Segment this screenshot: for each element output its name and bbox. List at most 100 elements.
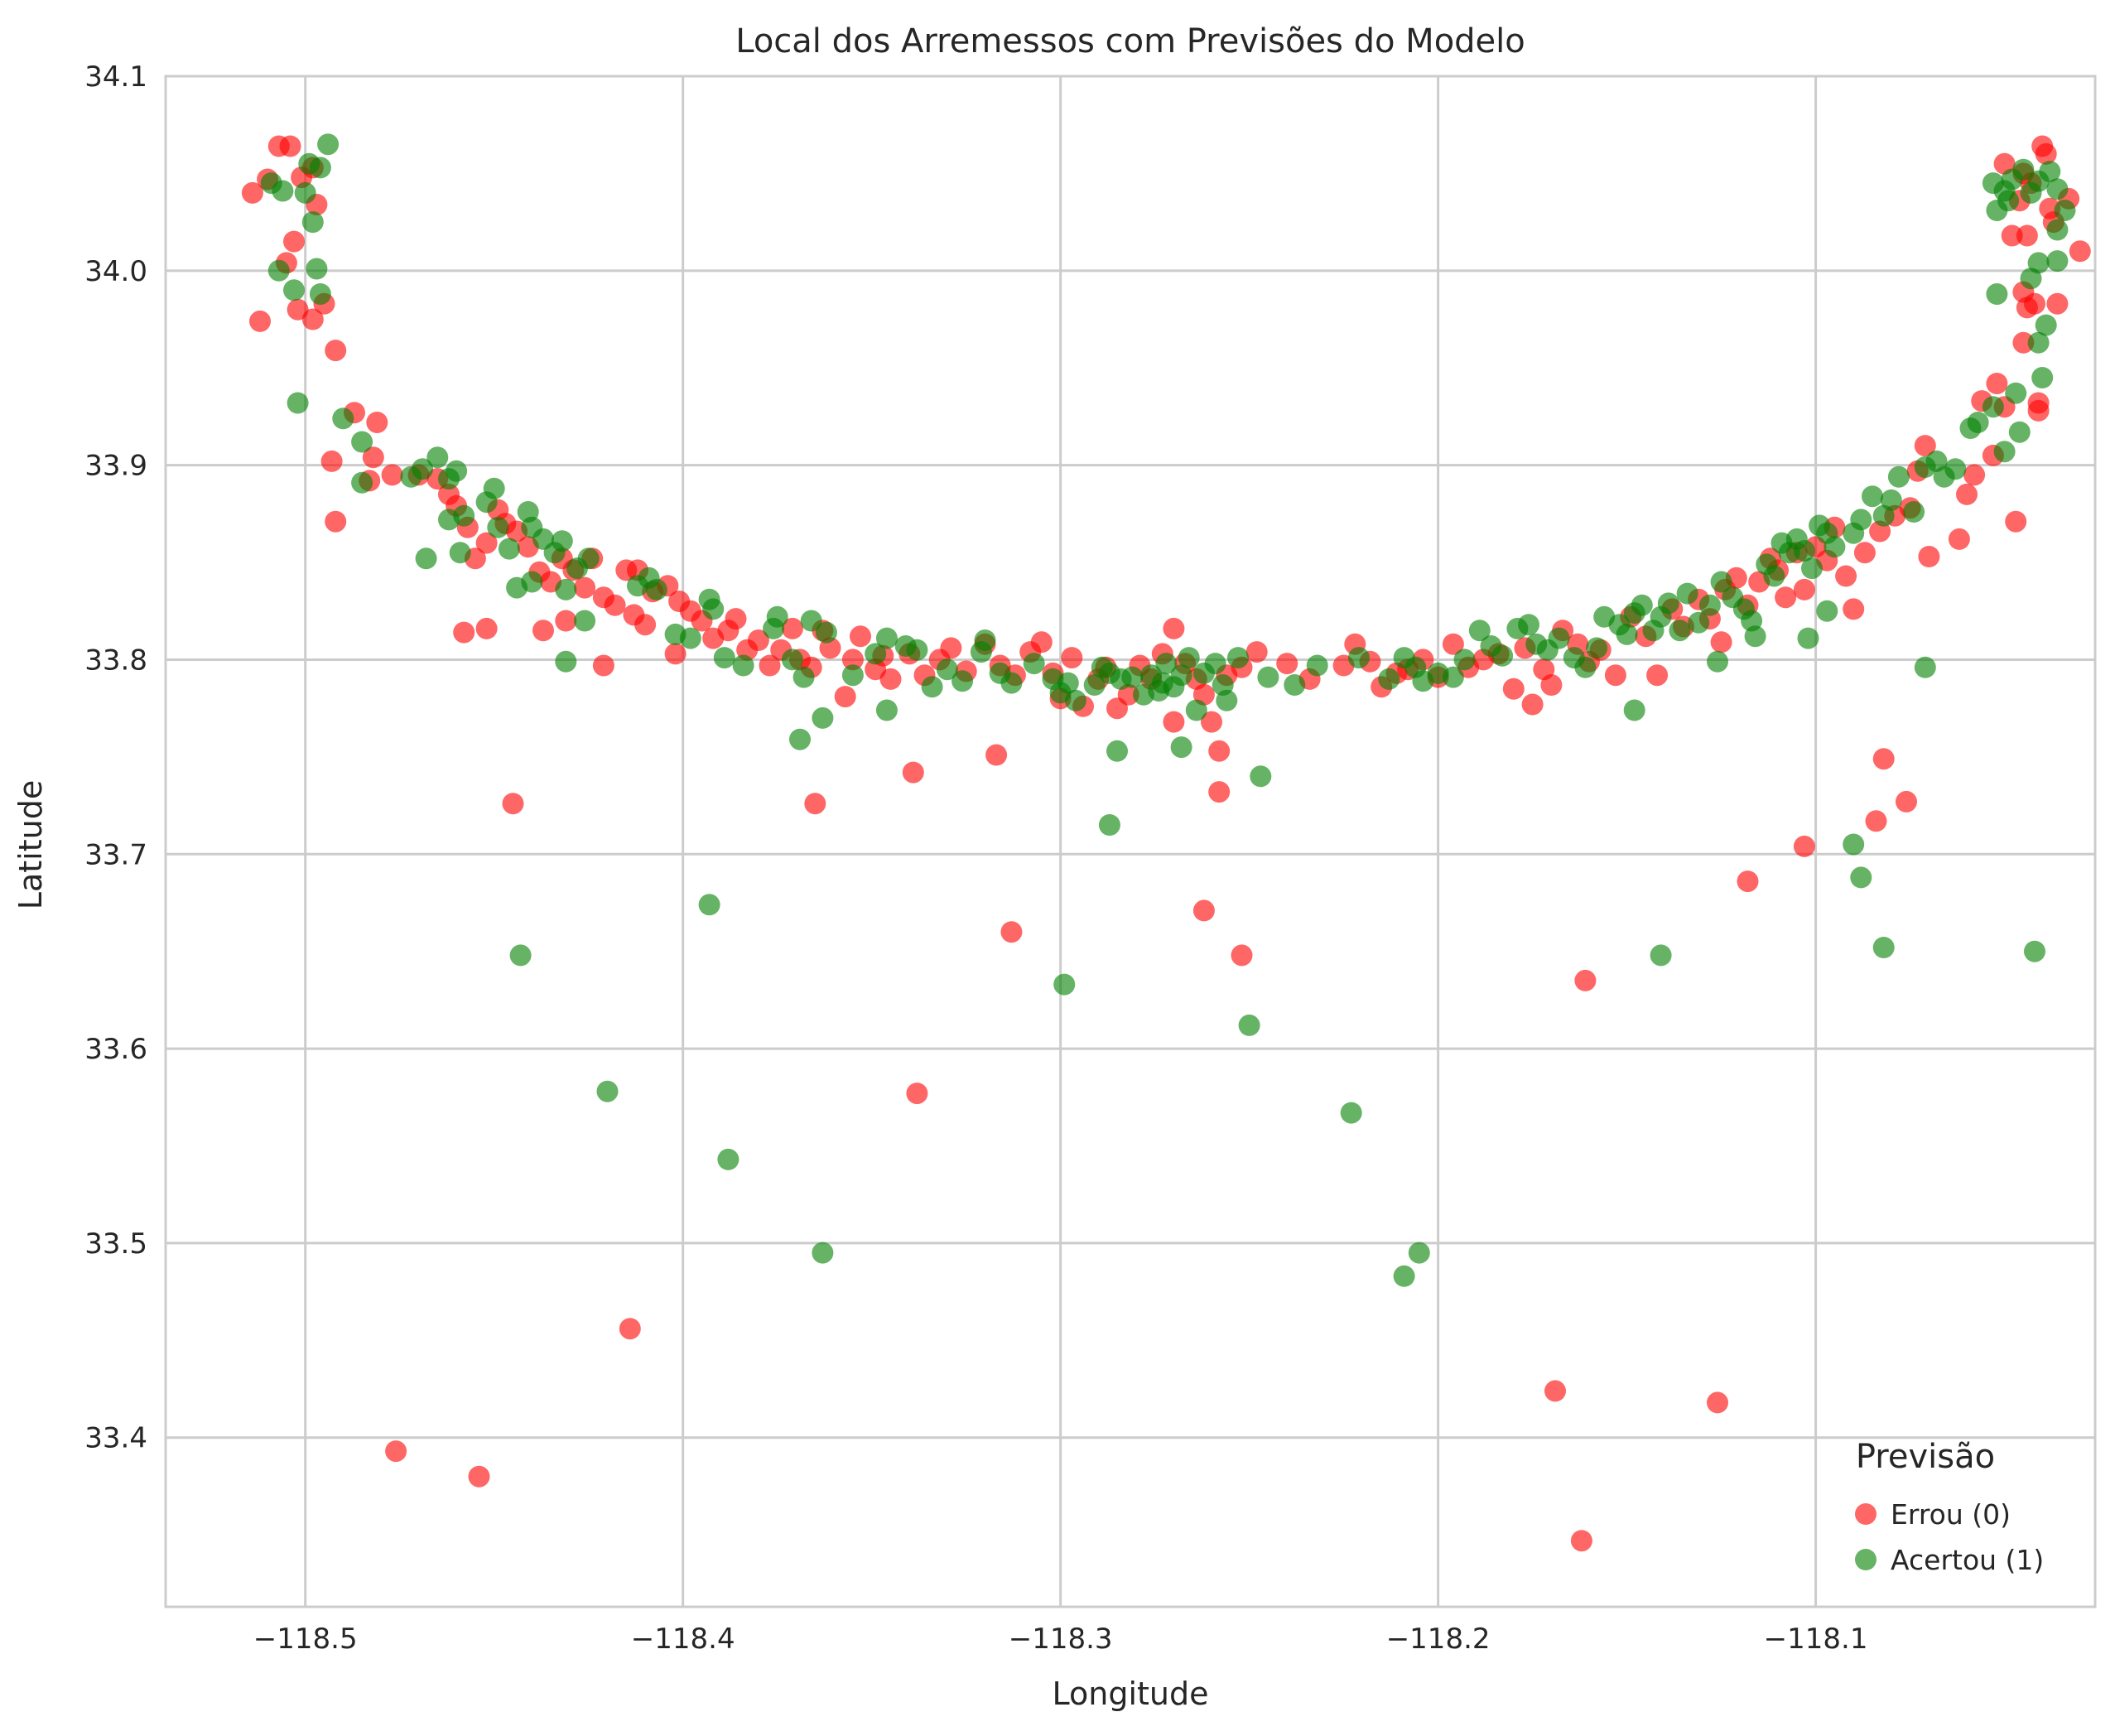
x-tick-label: −118.2 <box>1386 1623 1491 1656</box>
point-acertou <box>717 1148 740 1170</box>
point-acertou <box>698 894 720 916</box>
x-tick-label: −118.1 <box>1764 1623 1868 1656</box>
point-acertou <box>1631 594 1653 616</box>
point-acertou <box>1676 582 1698 605</box>
point-acertou <box>1347 647 1370 669</box>
point-acertou <box>1216 689 1238 711</box>
point-errou <box>2016 224 2038 247</box>
point-errou <box>301 308 324 330</box>
y-tick-label: 33.8 <box>84 644 147 677</box>
point-errou <box>879 668 902 690</box>
point-acertou <box>1098 814 1120 836</box>
point-errou <box>1208 740 1231 762</box>
legend-title: Previsão <box>1856 1438 1995 1476</box>
point-acertou <box>875 699 898 721</box>
point-acertou <box>1121 666 1144 688</box>
point-errou <box>1570 1530 1592 1552</box>
point-acertou <box>1574 656 1597 678</box>
point-acertou <box>1880 489 1902 511</box>
point-errou <box>1201 711 1222 733</box>
point-acertou <box>1816 600 1838 622</box>
point-acertou <box>789 728 811 750</box>
point-acertou <box>1250 765 1272 788</box>
point-errou <box>1208 781 1231 803</box>
point-errou <box>1231 944 1253 967</box>
point-acertou <box>865 643 887 665</box>
point-acertou <box>841 664 864 687</box>
point-errou <box>1030 631 1053 653</box>
point-errou <box>1843 598 1865 620</box>
point-acertou <box>2046 250 2069 272</box>
point-acertou <box>1850 509 1872 531</box>
point-acertou <box>521 571 543 593</box>
point-acertou <box>498 538 520 560</box>
point-acertou <box>1442 666 1464 688</box>
point-acertou <box>1053 973 1076 996</box>
point-errou <box>279 135 301 157</box>
point-errou <box>1707 1391 1728 1414</box>
point-acertou <box>446 460 468 482</box>
point-acertou <box>1083 674 1106 696</box>
point-acertou <box>487 516 509 538</box>
point-errou <box>1604 664 1626 687</box>
point-acertou <box>426 446 449 469</box>
x-axis-label: Longitude <box>1053 1676 1209 1712</box>
point-acertou <box>1793 540 1815 562</box>
point-acertou <box>2046 178 2069 200</box>
point-errou <box>1544 1380 1566 1402</box>
point-acertou <box>1185 699 1207 721</box>
point-acertou <box>287 392 309 414</box>
point-acertou <box>332 407 354 430</box>
point-errou <box>1775 586 1797 609</box>
point-errou <box>1163 711 1185 733</box>
point-errou <box>1896 790 1917 813</box>
point-errou <box>325 340 347 362</box>
point-errou <box>1502 678 1525 700</box>
y-tick-label: 33.6 <box>84 1033 147 1066</box>
point-errou <box>2005 510 2027 533</box>
point-acertou <box>781 649 803 671</box>
point-errou <box>906 1083 928 1105</box>
point-errou <box>320 450 343 472</box>
point-acertou <box>2054 200 2076 221</box>
point-acertou <box>732 654 754 677</box>
point-acertou <box>1669 620 1691 642</box>
point-errou <box>1710 631 1732 653</box>
point-errou <box>2001 224 2023 247</box>
x-tick-label: −118.3 <box>1009 1623 1113 1656</box>
point-acertou <box>800 610 822 632</box>
point-acertou <box>551 530 573 552</box>
point-errou <box>1963 464 1986 486</box>
point-errou <box>1914 435 1936 457</box>
point-acertou <box>713 647 735 669</box>
point-acertou <box>449 542 471 564</box>
point-errou <box>1986 373 2008 394</box>
point-acertou <box>1408 1242 1430 1264</box>
point-acertou <box>921 676 943 698</box>
point-errou <box>1061 647 1083 669</box>
point-errou <box>241 181 263 204</box>
point-errou <box>759 654 781 677</box>
point-errou <box>574 576 596 599</box>
point-acertou <box>1903 501 1925 523</box>
point-errou <box>468 1465 490 1488</box>
point-errou <box>902 761 924 784</box>
point-acertou <box>1763 565 1785 587</box>
point-acertou <box>1993 441 2016 463</box>
point-acertou <box>1967 412 1989 433</box>
legend-marker-acertou <box>1855 1549 1877 1570</box>
point-acertou <box>1824 536 1846 558</box>
point-acertou <box>1340 1102 1362 1124</box>
legend-label-acertou: Acertou (1) <box>1891 1544 2044 1576</box>
point-acertou <box>453 504 475 527</box>
y-tick-label: 34.1 <box>84 60 147 94</box>
point-acertou <box>1491 644 1514 667</box>
plot-background <box>166 76 2095 1607</box>
point-errou <box>2027 392 2050 414</box>
point-acertou <box>1170 664 1192 687</box>
point-errou <box>325 510 347 533</box>
point-acertou <box>875 627 898 649</box>
point-acertou <box>267 259 290 282</box>
point-errou <box>1000 921 1023 943</box>
